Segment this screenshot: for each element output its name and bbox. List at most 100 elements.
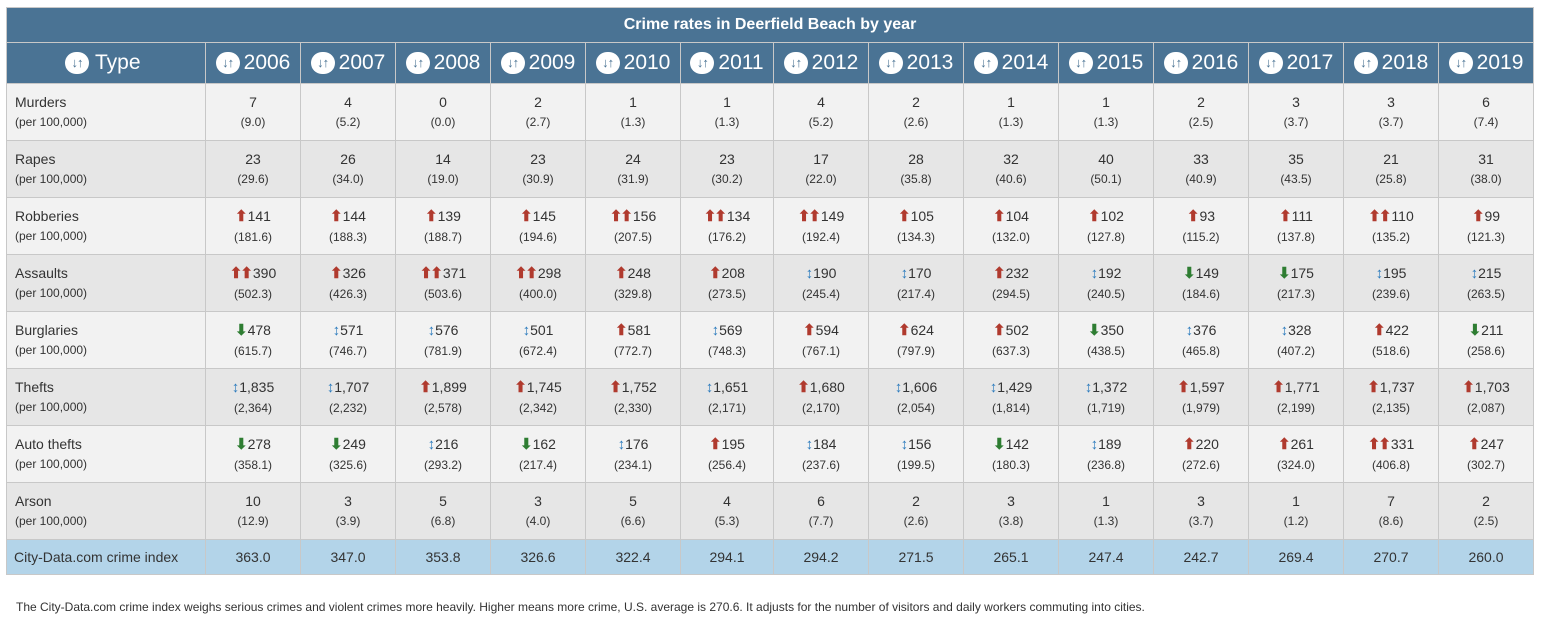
data-cell: 1 (1.3) xyxy=(585,83,681,141)
arrow-up-icon: ⬆ xyxy=(1177,378,1190,396)
count-value: 3 xyxy=(1344,92,1438,112)
arrow-up-icon: ⬆ xyxy=(330,264,343,282)
sort-icon[interactable]: ↓↑ xyxy=(783,52,808,74)
crime-type-label: Assaults xyxy=(15,265,68,281)
sort-icon[interactable]: ↓↑ xyxy=(215,52,240,74)
count-value: 5 xyxy=(586,491,680,511)
count-value: 2 xyxy=(1154,92,1248,112)
column-header-2010[interactable]: ↓↑ 2010 xyxy=(585,42,681,84)
column-header-2009[interactable]: ↓↑ 2009 xyxy=(490,42,586,84)
column-header-2008[interactable]: ↓↑ 2008 xyxy=(395,42,491,84)
data-cell: 17 (22.0) xyxy=(773,140,869,198)
column-header-2006[interactable]: ↓↑ 2006 xyxy=(205,42,301,84)
count-value: 2 xyxy=(869,92,963,112)
count-value: ↕184 xyxy=(774,434,868,455)
count-text: 156 xyxy=(908,435,932,452)
table-row: Thefts (per 100,000) ↕1,835 (2,364) ↕1,707 (2… xyxy=(6,368,1535,426)
count-value: ↕1,606 xyxy=(869,377,963,398)
count-text: 4 xyxy=(817,94,825,110)
rate-value: (767.1) xyxy=(801,343,841,358)
arrow-updown-icon: ↕ xyxy=(900,264,909,282)
rate-value: (234.1) xyxy=(613,457,653,472)
sort-icon[interactable]: ↓↑ xyxy=(1163,52,1188,74)
column-header-2013[interactable]: ↓↑ 2013 xyxy=(868,42,964,84)
sort-icon[interactable]: ↓↑ xyxy=(1068,52,1093,74)
column-header-2016[interactable]: ↓↑ 2016 xyxy=(1153,42,1249,84)
count-value: ⬆581 xyxy=(586,320,680,341)
rate-value: (137.8) xyxy=(1276,229,1316,244)
column-header-2014[interactable]: ↓↑ 2014 xyxy=(963,42,1059,84)
sort-icon[interactable]: ↓↑ xyxy=(1258,52,1283,74)
count-value: 3 xyxy=(491,491,585,511)
sort-icon[interactable]: ↓↑ xyxy=(690,52,715,74)
arrow-updown-icon: ↕ xyxy=(1375,264,1384,282)
sort-icon[interactable]: ↓↑ xyxy=(405,52,430,74)
crime-type-cell: Burglaries (per 100,000) xyxy=(6,311,206,369)
arrow-up-icon: ⬆ xyxy=(803,321,816,339)
crime-index-value: 270.7 xyxy=(1343,539,1439,575)
count-text: 149 xyxy=(820,207,845,224)
sort-icon[interactable]: ↓↑ xyxy=(973,52,998,74)
column-header-2012[interactable]: ↓↑ 2012 xyxy=(773,42,869,84)
count-value: 31 xyxy=(1439,149,1533,169)
count-value: ⬆102 xyxy=(1059,206,1153,227)
count-text: 350 xyxy=(1100,321,1124,338)
arrow-down-icon: ⬇ xyxy=(1468,321,1482,339)
count-text: 10 xyxy=(245,493,261,509)
column-header-type-label: Type xyxy=(95,51,141,74)
crime-index-value: 294.2 xyxy=(773,539,869,575)
count-value: 2 xyxy=(491,92,585,112)
arrow-updown-icon: ↕ xyxy=(711,321,720,339)
arrow-updown-icon: ↕ xyxy=(617,435,626,453)
data-cell: 33 (40.9) xyxy=(1153,140,1249,198)
rate-value: (135.2) xyxy=(1371,229,1411,244)
column-header-type[interactable]: ↓↑ Type xyxy=(6,42,206,84)
count-text: 261 xyxy=(1290,435,1314,452)
column-header-year-label: 2016 xyxy=(1191,51,1239,74)
count-value: ⬆⬆ 371 xyxy=(396,263,490,284)
count-value: 1 xyxy=(964,92,1058,112)
count-text: 501 xyxy=(530,321,554,338)
rate-value: (127.8) xyxy=(1086,229,1126,244)
column-header-2018[interactable]: ↓↑ 2018 xyxy=(1343,42,1439,84)
rate-value: (7.7) xyxy=(808,514,834,528)
column-header-2019[interactable]: ↓↑ 2019 xyxy=(1437,42,1535,84)
count-text: 32 xyxy=(1003,151,1019,167)
count-text: 1 xyxy=(723,94,731,110)
sort-icon[interactable]: ↓↑ xyxy=(595,52,620,74)
count-text: 0 xyxy=(439,94,447,110)
column-header-2015[interactable]: ↓↑ 2015 xyxy=(1058,42,1154,84)
data-cell: ⬇142 (180.3) xyxy=(963,425,1059,483)
sort-icon[interactable]: ↓↑ xyxy=(500,52,525,74)
rate-value: (273.5) xyxy=(707,286,747,301)
rate-value: (29.6) xyxy=(237,172,269,186)
crime-index-row: City-Data.com crime index 363.0 347.0 353.8… xyxy=(6,539,1535,575)
count-value: ⬇175 xyxy=(1249,263,1343,284)
double-arrow-up-icon: ⬆⬆ xyxy=(514,264,538,282)
sort-icon[interactable]: ↓↑ xyxy=(878,52,903,74)
sort-icon[interactable]: ↓↑ xyxy=(1353,52,1378,74)
data-cell: ↕192 (240.5) xyxy=(1058,254,1154,312)
count-text: 3 xyxy=(1387,94,1395,110)
sort-icon[interactable]: ↓↑ xyxy=(65,52,89,74)
sort-icon[interactable]: ↓↑ xyxy=(310,52,335,74)
column-header-year-label: 2009 xyxy=(528,51,576,74)
column-header-2007[interactable]: ↓↑ 2007 xyxy=(300,42,396,84)
rate-value: (2.6) xyxy=(903,115,929,129)
column-header-2011[interactable]: ↓↑ 2011 xyxy=(680,42,774,84)
count-text: 23 xyxy=(719,151,735,167)
data-cell: ↕571 (746.7) xyxy=(300,311,396,369)
sort-icon[interactable]: ↓↑ xyxy=(1448,52,1473,74)
column-header-2017[interactable]: ↓↑ 2017 xyxy=(1248,42,1344,84)
count-text: 184 xyxy=(813,435,837,452)
arrow-down-icon: ⬇ xyxy=(1183,264,1196,282)
rate-value: (781.9) xyxy=(423,343,463,358)
count-value: ↕1,707 xyxy=(301,377,395,398)
count-value: ↕569 xyxy=(681,320,773,341)
rate-value: (258.6) xyxy=(1467,343,1506,358)
count-value: 4 xyxy=(681,491,773,511)
rate-value: (3.8) xyxy=(998,514,1024,528)
data-cell: ↕1,429 (1,814) xyxy=(963,368,1059,426)
count-value: ⬇162 xyxy=(491,434,585,455)
rate-value: (2,342) xyxy=(518,400,558,415)
